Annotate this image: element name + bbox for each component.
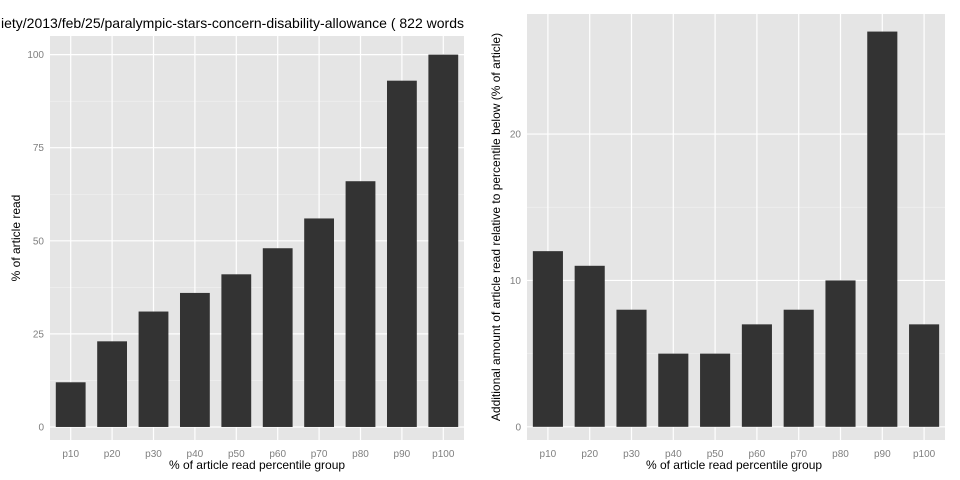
right-y-tick-label: 10 [510, 276, 522, 287]
left-bar-p80 [345, 181, 376, 427]
right-bar-p90 [867, 31, 898, 427]
right-bar-p20 [574, 265, 605, 427]
right-y-tick-labels: 0 10 20 [510, 130, 522, 434]
left-y-tick-label: 0 [38, 422, 44, 433]
right-bar-p70 [783, 309, 814, 427]
left-bars [55, 54, 459, 427]
left-y-axis-title: % of article read [9, 195, 23, 282]
right-x-tick-label: p90 [874, 449, 891, 460]
right-y-tick-label: 20 [510, 130, 522, 141]
right-bar-p40 [658, 353, 689, 427]
right-x-tick-label: p20 [581, 449, 598, 460]
left-x-tick-label: p70 [311, 449, 328, 460]
left-y-tick-label: 100 [27, 50, 44, 61]
left-x-tick-label: p60 [269, 449, 286, 460]
left-x-tick-label: p40 [187, 449, 204, 460]
left-chart: iety/2013/feb/25/paralympic-stars-concer… [1, 15, 464, 472]
left-bar-p100 [428, 54, 459, 427]
left-x-axis-title: % of article read percentile group [169, 458, 345, 472]
left-y-tick-label: 25 [33, 329, 45, 340]
left-x-tick-label: p20 [104, 449, 121, 460]
left-y-tick-label: 50 [33, 236, 45, 247]
left-bar-p40 [179, 292, 210, 427]
right-bar-p30 [616, 309, 647, 427]
right-bar-p10 [532, 251, 563, 427]
left-x-tick-label: p80 [352, 449, 369, 460]
left-x-tick-label: p30 [145, 449, 162, 460]
right-x-tick-label: p80 [832, 449, 849, 460]
right-chart: 0 10 20 p10 p20 p30 p40 p50 p60 p70 p80 p90 p100 % … [489, 14, 945, 472]
left-bar-p60 [262, 248, 293, 427]
right-x-tick-label: p40 [665, 449, 682, 460]
right-x-tick-label: p10 [540, 449, 557, 460]
right-y-tick-label: 0 [515, 422, 521, 433]
right-x-tick-label: p30 [623, 449, 640, 460]
left-x-tick-label: p100 [432, 449, 455, 460]
left-bar-p10 [55, 382, 86, 427]
left-bar-p70 [304, 218, 335, 427]
right-y-axis-title: Additional amount of article read relati… [489, 33, 503, 421]
left-y-tick-label: 75 [33, 143, 45, 154]
left-x-tick-labels: p10 p20 p30 p40 p50 p60 p70 p80 p90 p100 [62, 449, 455, 460]
left-bar-p20 [97, 341, 128, 427]
right-x-tick-label: p100 [913, 449, 936, 460]
left-x-tick-label: p90 [394, 449, 411, 460]
left-chart-title: iety/2013/feb/25/paralympic-stars-concer… [1, 15, 464, 31]
right-x-tick-label: p70 [790, 449, 807, 460]
right-x-tick-labels: p10 p20 p30 p40 p50 p60 p70 p80 p90 p100 [540, 449, 936, 460]
left-x-tick-label: p50 [228, 449, 245, 460]
left-bar-p50 [221, 274, 252, 427]
right-x-tick-label: p60 [749, 449, 766, 460]
right-x-tick-label: p50 [707, 449, 724, 460]
left-bar-p30 [138, 311, 169, 427]
right-bar-p100 [909, 324, 940, 427]
right-x-axis-title: % of article read percentile group [646, 458, 822, 472]
left-x-tick-label: p10 [62, 449, 79, 460]
right-bar-p50 [700, 353, 731, 427]
right-bar-p60 [741, 324, 772, 427]
left-y-tick-labels: 0 25 50 75 100 [27, 50, 44, 433]
right-bars [532, 31, 940, 427]
right-bar-p80 [825, 280, 856, 427]
left-bar-p90 [386, 80, 417, 427]
